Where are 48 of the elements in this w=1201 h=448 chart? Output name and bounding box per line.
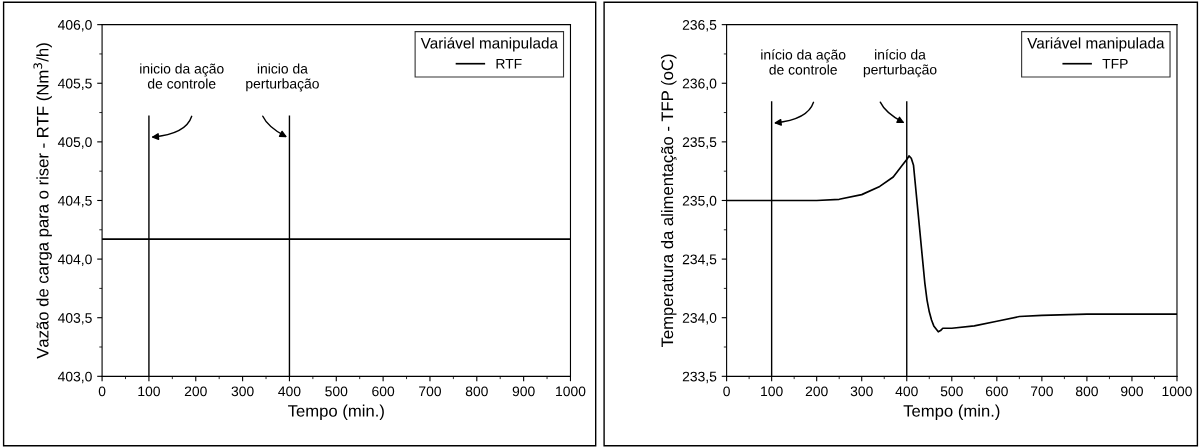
y-tick-label: 403,5 — [57, 313, 92, 325]
y-tick-label: 405,0 — [57, 137, 92, 149]
y-tick-label: 403,0 — [57, 371, 92, 384]
legend-title: Variável manipulada — [1027, 37, 1165, 52]
x-axis-title: Tempo (min.) — [288, 404, 384, 421]
y-tick-label: 234,0 — [682, 313, 717, 325]
x-tick-label: 800 — [465, 386, 488, 397]
y-tick-label: 405,5 — [57, 78, 92, 91]
x-tick-label: 0 — [723, 386, 730, 397]
y-tick-label: 234,5 — [682, 254, 717, 266]
x-tick-label: 900 — [512, 386, 535, 397]
ref-line-label: início da perturbação — [863, 49, 937, 78]
x-tick-label: 600 — [985, 386, 1008, 397]
y-tick-label: 404,5 — [57, 195, 92, 208]
y-tick-label: 235,5 — [682, 137, 717, 149]
x-tick-label: 400 — [278, 386, 301, 397]
x-tick-label: 200 — [184, 386, 207, 397]
x-tick-label: 100 — [138, 386, 160, 397]
y-tick-label: 236,0 — [682, 78, 717, 91]
x-tick-label: 400 — [895, 386, 918, 397]
x-tick-label: 100 — [761, 386, 783, 397]
x-tick-label: 1000 — [1162, 386, 1192, 397]
ref-line-label: inicio da ação de controle — [140, 63, 224, 89]
y-axis-title: Temperatura da alimentação - TFP (oC) — [660, 54, 677, 348]
ref-line-label: inicio da perturbação — [246, 63, 319, 92]
x-tick-label: 300 — [231, 386, 254, 397]
x-tick-label: 300 — [850, 386, 873, 397]
x-tick-label: 500 — [940, 386, 963, 397]
x-tick-label: 800 — [1075, 386, 1098, 397]
x-tick-label: 0 — [98, 386, 106, 397]
y-tick-label: 404,0 — [57, 254, 92, 266]
ref-line-label: início da ação de controle — [761, 49, 846, 75]
x-tick-label: 600 — [372, 386, 395, 397]
x-tick-label: 200 — [805, 386, 828, 397]
x-tick-label: 1000 — [556, 386, 586, 397]
x-tick-label: 900 — [1121, 386, 1143, 397]
legend-label: TFP — [1102, 59, 1128, 69]
y-tick-label: 235,0 — [682, 195, 717, 208]
y-tick-label: 236,5 — [682, 19, 717, 32]
y-tick-label: 406,0 — [57, 19, 92, 32]
x-tick-label: 700 — [419, 386, 441, 397]
x-axis-title: Tempo (min.) — [903, 404, 1000, 421]
legend-title: Variável manipulada — [420, 37, 558, 52]
y-axis-title: Vazão de carga para o riser - RTF (Nm$^{3}$/h) — [33, 43, 52, 359]
y-tick-label: 233,5 — [682, 371, 717, 384]
legend-label: RTF — [496, 59, 522, 69]
x-tick-label: 500 — [325, 386, 348, 397]
x-tick-label: 700 — [1030, 386, 1053, 397]
